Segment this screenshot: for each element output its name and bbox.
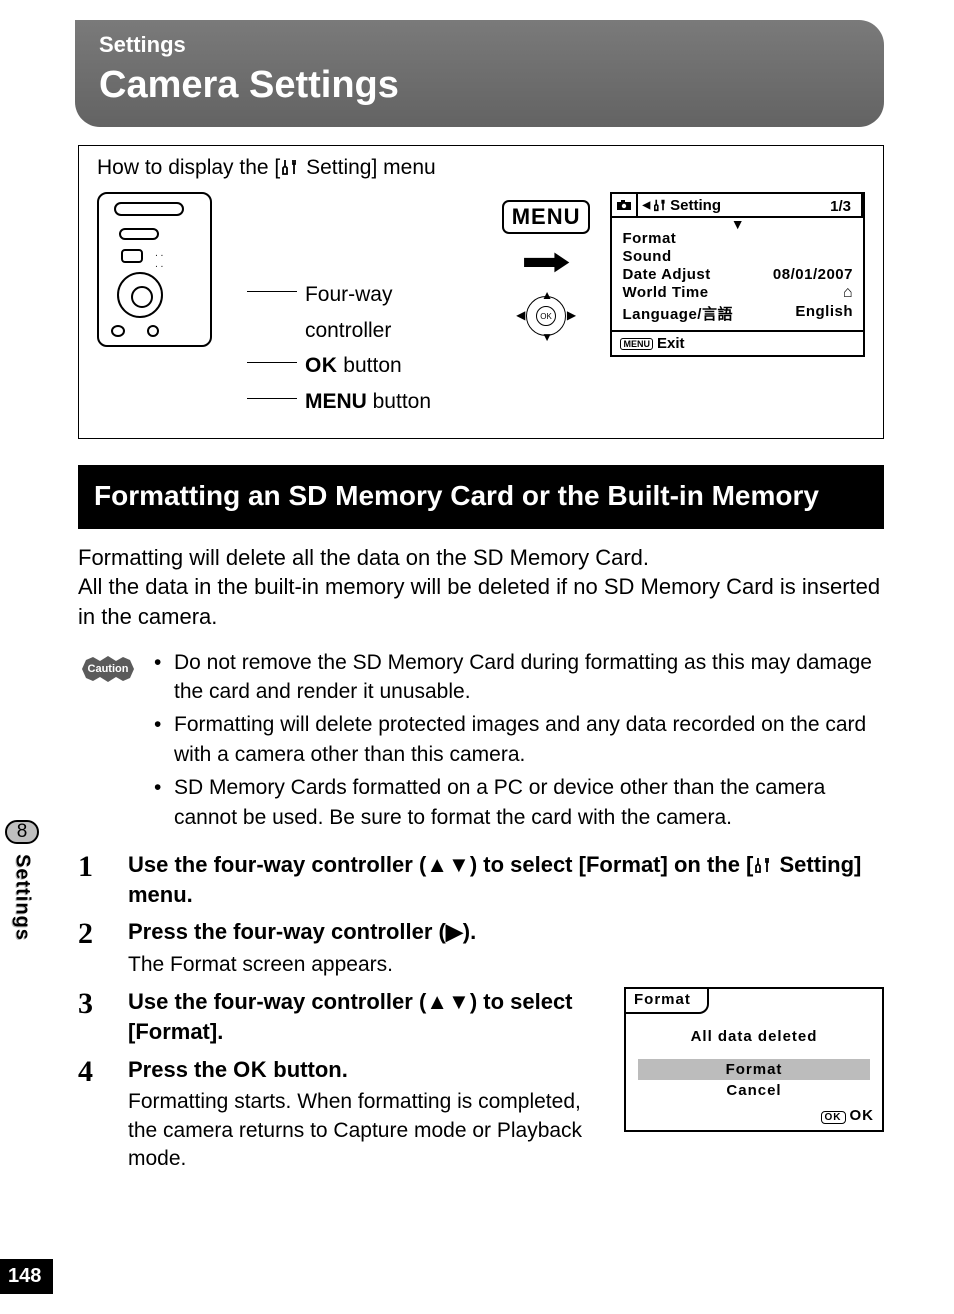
step-title: Press the four-way controller (▶). bbox=[128, 917, 884, 947]
fourway-label: Four-way controller bbox=[265, 277, 482, 348]
chapter-number-badge: 8 bbox=[5, 820, 39, 844]
menu-row: Date Adjust 08/01/2007 bbox=[622, 265, 853, 283]
menu-list: Format Sound Date Adjust 08/01/2007 World… bbox=[612, 226, 863, 330]
step: 3 Use the four-way controller (▲▼) to se… bbox=[78, 987, 606, 1046]
step-number: 3 bbox=[78, 987, 108, 1046]
tab-arrow-left-icon: ◀ bbox=[642, 200, 650, 211]
format-ok-row: OK OK bbox=[626, 1101, 882, 1130]
settings-menu-screen: ◀ Setting 1/3 ▼ Format Sound Date Adjust… bbox=[610, 192, 865, 357]
dpad-icon: OK ▲ ▼ ◀ ▶ bbox=[520, 290, 572, 342]
mini-ok-icon: OK bbox=[821, 1111, 846, 1124]
title-eyebrow: Settings bbox=[99, 32, 860, 58]
menu-button-label: MENU button bbox=[265, 384, 482, 420]
diagram-body: ∙ ∙∙ ∙ Four-way controller OK button MEN… bbox=[97, 192, 865, 420]
diagram-frame: How to display the [ Setting] menu ∙ ∙∙ … bbox=[78, 145, 884, 439]
step-number: 4 bbox=[78, 1055, 108, 1174]
page-number: 148 bbox=[0, 1259, 53, 1294]
caution-item: SD Memory Cards formatted on a PC or dev… bbox=[154, 773, 884, 832]
step-desc: The Format screen appears. bbox=[128, 951, 884, 979]
step-title-text: Use the four-way controller (▲▼) to sele… bbox=[128, 852, 753, 877]
step-number: 2 bbox=[78, 917, 108, 979]
step-title: Use the four-way controller (▲▼) to sele… bbox=[128, 987, 606, 1046]
page-indicator: 1/3 bbox=[830, 196, 857, 215]
caution-badge-icon: Caution bbox=[78, 652, 138, 686]
control-labels: Four-way controller OK button MENU butto… bbox=[265, 192, 482, 420]
step-body: Press the OK button. Formatting starts. … bbox=[128, 1055, 606, 1174]
caution-item: Formatting will delete protected images … bbox=[154, 710, 884, 769]
menu-item-value: English bbox=[795, 303, 853, 324]
tools-icon bbox=[282, 158, 298, 176]
menu-rest: button bbox=[367, 390, 431, 413]
screen-tabs: ◀ Setting 1/3 bbox=[612, 194, 863, 218]
step-body: Use the four-way controller (▲▼) to sele… bbox=[128, 850, 884, 909]
step-desc: Formatting starts. When formatting is co… bbox=[128, 1088, 606, 1173]
step-title: Press the OK button. bbox=[128, 1055, 606, 1085]
ok-rest: button bbox=[337, 354, 401, 377]
step-body: Press the four-way controller (▶). The F… bbox=[128, 917, 884, 979]
camera-tab-icon bbox=[612, 194, 638, 216]
caution-text: Caution bbox=[88, 663, 129, 675]
tools-icon bbox=[654, 198, 666, 212]
format-message: All data deleted bbox=[626, 1014, 882, 1049]
footer-exit: Exit bbox=[657, 335, 685, 352]
caution-list: Do not remove the SD Memory Card during … bbox=[154, 648, 884, 836]
steps: 1 Use the four-way controller (▲▼) to se… bbox=[78, 850, 884, 1182]
menu-item-label: Language/言語 bbox=[622, 303, 733, 324]
home-icon: ⌂ bbox=[843, 284, 853, 302]
step: 2 Press the four-way controller (▶). The… bbox=[78, 917, 884, 979]
format-tab: Format bbox=[624, 987, 709, 1014]
diagram-heading: How to display the [ Setting] menu bbox=[97, 156, 865, 180]
step-title: Use the four-way controller (▲▼) to sele… bbox=[128, 850, 884, 909]
title-box: Settings Camera Settings bbox=[75, 20, 884, 127]
screen-footer: MENU Exit bbox=[612, 330, 863, 355]
menu-row: Sound bbox=[622, 247, 853, 265]
arrow-right-icon: ➡ bbox=[521, 252, 571, 272]
setting-tab-label: Setting bbox=[670, 197, 721, 214]
menu-item-label: Date Adjust bbox=[622, 266, 710, 283]
camera-illustration: ∙ ∙∙ ∙ bbox=[97, 192, 245, 347]
menu-row: Language/言語 English bbox=[622, 302, 853, 324]
section-heading: Formatting an SD Memory Card or the Buil… bbox=[78, 465, 884, 529]
format-option-selected: Format bbox=[638, 1059, 870, 1080]
step-body: Use the four-way controller (▲▼) to sele… bbox=[128, 987, 606, 1046]
diagram-heading-suffix: Setting] menu bbox=[300, 156, 435, 179]
step-number: 1 bbox=[78, 850, 108, 909]
title-main: Camera Settings bbox=[99, 64, 860, 107]
menu-row: World Time ⌂ bbox=[622, 283, 853, 302]
ok-label: OK bbox=[850, 1107, 875, 1124]
menu-button-icon: MENU bbox=[502, 200, 591, 234]
camera-outline: ∙ ∙∙ ∙ bbox=[97, 192, 212, 347]
ok-bold: OK bbox=[233, 1057, 267, 1082]
tools-icon bbox=[755, 856, 771, 874]
step-title-text: button. bbox=[267, 1057, 348, 1082]
mini-menu-icon: MENU bbox=[620, 338, 653, 350]
menu-item-label: World Time bbox=[622, 284, 708, 302]
menu-bold: MENU bbox=[305, 390, 367, 413]
format-screen-wrap: Format All data deleted Format Cancel OK… bbox=[624, 987, 884, 1132]
caution-block: Caution Do not remove the SD Memory Card… bbox=[78, 648, 884, 836]
diagram-heading-prefix: How to display the [ bbox=[97, 156, 280, 179]
ok-button-label: OK button bbox=[265, 348, 482, 384]
intro-text: Formatting will delete all the data on t… bbox=[78, 543, 884, 632]
chapter-label: Settings bbox=[11, 854, 34, 941]
step-title-text: Press the bbox=[128, 1057, 233, 1082]
step: 1 Use the four-way controller (▲▼) to se… bbox=[78, 850, 884, 909]
step: 4 Press the OK button. Formatting starts… bbox=[78, 1055, 606, 1174]
menu-item-label: Format bbox=[622, 230, 676, 247]
page: Settings Camera Settings How to display … bbox=[0, 0, 954, 1314]
step-row-with-screen: 3 Use the four-way controller (▲▼) to se… bbox=[78, 987, 884, 1181]
menu-sequence: MENU ➡ OK ▲ ▼ ◀ ▶ bbox=[502, 192, 591, 342]
caution-item: Do not remove the SD Memory Card during … bbox=[154, 648, 884, 707]
setting-tab: ◀ Setting 1/3 bbox=[638, 194, 863, 216]
ok-bold: OK bbox=[305, 354, 338, 377]
format-screen: Format All data deleted Format Cancel OK… bbox=[624, 987, 884, 1132]
side-tab: 8 Settings bbox=[0, 820, 44, 941]
menu-item-value: 08/01/2007 bbox=[773, 266, 853, 283]
menu-item-label: Sound bbox=[622, 248, 671, 265]
format-option-cancel: Cancel bbox=[626, 1080, 882, 1101]
